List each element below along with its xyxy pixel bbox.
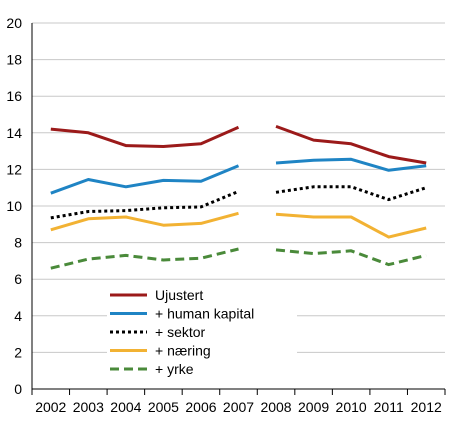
series-line-4 — [275, 248, 427, 267]
series-line-0 — [275, 124, 427, 165]
x-tick-label: 2008 — [260, 399, 291, 415]
x-tick-label: 2002 — [35, 399, 66, 415]
legend-backdrop — [107, 341, 297, 360]
legend-backdrop — [107, 360, 297, 378]
y-tick-label: 10 — [6, 198, 22, 214]
x-tick-label: 2009 — [298, 399, 329, 415]
axes — [31, 23, 446, 395]
legend-backdrop — [107, 304, 297, 323]
y-tick-label: 4 — [14, 308, 22, 324]
series-line-1 — [275, 157, 427, 172]
x-tick-label: 2003 — [73, 399, 104, 415]
legend-label: + yrke — [155, 361, 194, 377]
y-tick-label: 2 — [14, 344, 22, 360]
gridlines — [32, 22, 445, 353]
y-tick-label: 12 — [6, 161, 22, 177]
y-tick-label: 0 — [14, 381, 22, 397]
x-tick-label: 2005 — [148, 399, 179, 415]
y-tick-label: 18 — [6, 52, 22, 68]
x-tick-label: 2007 — [223, 399, 254, 415]
x-tick-label: 2012 — [411, 399, 442, 415]
x-tick-label: 2006 — [185, 399, 216, 415]
series-line-2 — [50, 190, 240, 220]
legend-label: Ujustert — [155, 287, 203, 303]
series-line-4 — [50, 247, 239, 270]
x-tick-label: 2010 — [336, 399, 367, 415]
x-tick-label: 2004 — [110, 399, 141, 415]
series-line-3 — [50, 211, 239, 232]
y-tick-label: 6 — [14, 271, 22, 287]
series-line-3 — [275, 212, 427, 239]
y-tick-labels: 0 2 4 6 8 10 12 14 16 18 20 — [6, 15, 22, 397]
legend-label: + human kapital — [155, 306, 254, 322]
series-line-2 — [275, 185, 427, 202]
legend-label: + sektor — [155, 324, 206, 340]
legend-label: + næring — [155, 343, 211, 359]
series-line-0 — [50, 125, 240, 148]
series-line-1 — [50, 164, 240, 195]
y-tick-label: 8 — [14, 235, 22, 251]
legend-backdrop — [107, 286, 297, 304]
x-tick-labels: 2002 2003 2004 2005 2006 2007 2008 2009 2010 2011… — [35, 399, 442, 415]
y-tick-label: 14 — [6, 125, 22, 141]
series-lines — [50, 124, 427, 270]
x-tick-label: 2011 — [374, 399, 404, 415]
legend-backdrop — [107, 323, 297, 341]
legend: Ujustert + human kapital + sektor + næring +… — [107, 286, 297, 378]
y-tick-label: 20 — [6, 15, 22, 31]
y-tick-label: 16 — [6, 88, 22, 104]
